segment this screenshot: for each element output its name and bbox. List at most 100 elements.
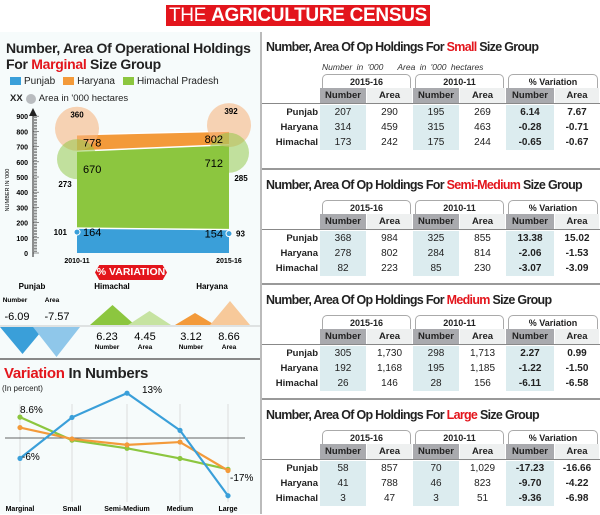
divider (260, 32, 262, 514)
table-cell: -0.65 (506, 135, 554, 150)
table-cell: 802 (381, 248, 398, 259)
table-section: Number, Area Of Op Holdings For Small Si… (262, 32, 600, 150)
arrow-icon (29, 108, 37, 116)
row-label: Haryana (280, 478, 319, 489)
table-cell: 26 (320, 376, 366, 391)
annotation: 13% (142, 385, 162, 396)
table-cell: -2.06 (506, 246, 554, 261)
x-tick-label: Medium (167, 506, 193, 513)
units-note: Number in '000 Area in '000 hectares (322, 62, 483, 72)
column-header: Area (460, 88, 505, 103)
table-cell: 1,730 (376, 348, 403, 359)
title-text: Size Group (476, 40, 539, 54)
table-cell: -1.53 (565, 248, 589, 259)
variation-value: 8.66 (218, 331, 239, 343)
column-group-header: 2010-11 (415, 200, 504, 214)
x-tick-label: Large (218, 506, 237, 513)
table-cell: 51 (476, 493, 489, 504)
divider (262, 168, 600, 170)
title-highlight: Semi-Medium (446, 178, 521, 192)
y-tick-label: 200 (16, 221, 28, 228)
legend-punjab: Punjab (10, 76, 55, 87)
table-cell: -0.71 (565, 122, 589, 133)
divider (262, 103, 600, 104)
table-cell: 857 (381, 463, 398, 474)
value-label: 778 (83, 138, 101, 150)
y-tick-label: 100 (16, 236, 28, 243)
legend-himachal: Himachal Pradesh (122, 76, 219, 87)
row-label: Haryana (280, 122, 319, 133)
y-axis-label: NUMBER IN '000 (5, 169, 11, 212)
point-punjab (225, 493, 231, 499)
table-cell: -3.07 (506, 261, 554, 276)
y-tick-label: 800 (16, 129, 28, 136)
legend: Punjab Haryana Himachal Pradesh (10, 76, 219, 87)
table-cell: 175 (413, 135, 459, 150)
divider (262, 283, 600, 285)
variation-sub: Area (138, 344, 153, 351)
variation-sub: Number (3, 297, 28, 304)
x-tick-label: 2015-16 (216, 258, 242, 265)
column-header: Area (367, 88, 412, 103)
table-cell: 85 (413, 261, 459, 276)
column-group-header: 2015-16 (322, 200, 411, 214)
title-highlight: Small (446, 40, 478, 54)
point-haryana (17, 424, 23, 431)
variation-value: -7.57 (44, 311, 69, 323)
triangle-himachal-number (90, 305, 135, 325)
y-tick-label: 300 (16, 205, 28, 212)
table-section: Number, Area Of Op Holdings For Large Si… (262, 400, 600, 515)
column-header: Area (555, 329, 599, 344)
table-cell: 195 (413, 361, 459, 376)
table-cell: 7.67 (567, 107, 587, 118)
row-label: Punjab (286, 107, 318, 118)
section-title: Number, Area Of Op Holdings For Large Si… (266, 408, 598, 422)
table-cell: 47 (383, 493, 396, 504)
column-header: Number (413, 444, 459, 459)
divider (262, 344, 600, 345)
table-cell: -17.23 (506, 461, 554, 476)
table-cell: 192 (320, 361, 366, 376)
divider (262, 229, 600, 230)
column-header: Number (413, 88, 459, 103)
table-cell: -4.22 (565, 478, 589, 489)
variation-badge: % VARIATION (95, 265, 167, 280)
column-header: Number (413, 214, 459, 229)
area-label: 273 (58, 180, 72, 189)
area-label: 285 (234, 174, 248, 183)
value-label: 154 (205, 229, 223, 241)
row-label: Haryana (280, 248, 319, 259)
area-circle-punjab (225, 230, 233, 238)
column-group-header: 2015-16 (322, 430, 411, 444)
chart-mark (76, 130, 230, 136)
line-himachal (19, 416, 229, 471)
x-tick-label: Small (63, 506, 82, 513)
point-punjab (177, 427, 183, 433)
section-title: Number, Area Of Op Holdings For Medium S… (266, 293, 598, 307)
table-cell: -6.98 (565, 493, 589, 504)
area-circle-punjab (73, 228, 81, 236)
table-cell: 13.38 (506, 231, 554, 246)
variation-sub: Number (179, 344, 204, 351)
row-label: Himachal (275, 263, 318, 274)
table-cell: 459 (381, 122, 398, 133)
title-text: Number, Area Of Op Holdings For (266, 408, 447, 422)
table-cell: 82 (320, 261, 366, 276)
column-group-header: 2010-11 (415, 74, 504, 88)
table-cell: 823 (474, 478, 491, 489)
table-cell: -0.28 (506, 120, 554, 135)
table-cell: -9.70 (506, 476, 554, 491)
table-cell: 1,168 (376, 363, 403, 374)
table-cell: 156 (474, 378, 491, 389)
table-cell: 146 (381, 378, 398, 389)
table-cell: 0.99 (567, 348, 587, 359)
table-section: Number, Area Of Op Holdings For Semi-Med… (262, 170, 600, 285)
line-unit: (In percent) (2, 384, 43, 393)
table-cell: -1.22 (506, 361, 554, 376)
units-area: Area in '000 hectares (397, 62, 484, 72)
column-group-header: % Variation (508, 430, 598, 444)
triangle-himachal-area (128, 311, 171, 325)
area-himachal (77, 144, 229, 230)
column-header: Number (506, 329, 554, 344)
area-circle-haryana (55, 106, 99, 151)
